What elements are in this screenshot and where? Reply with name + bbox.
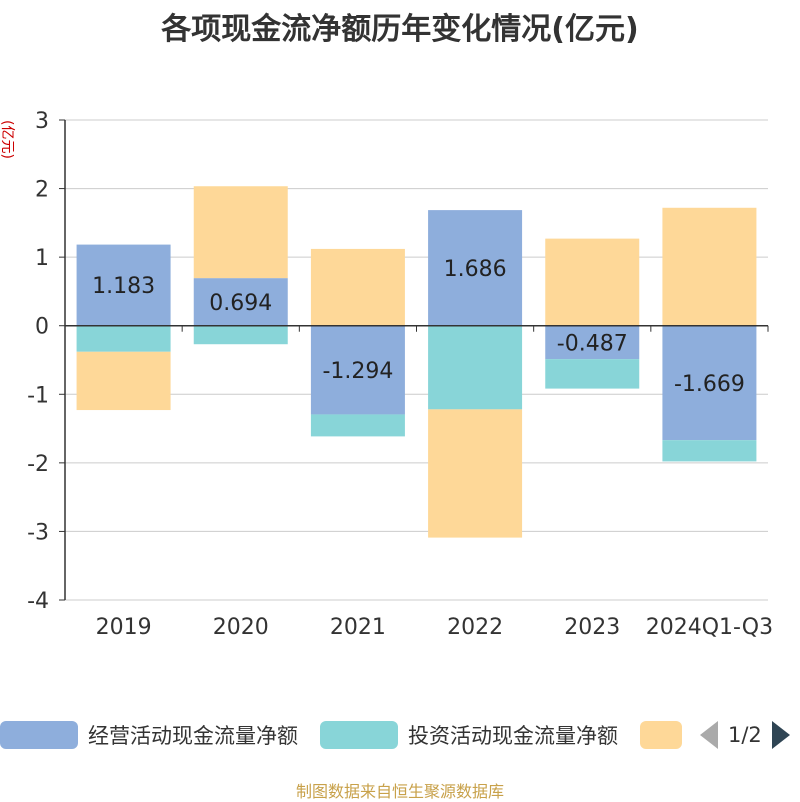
legend-swatch-third xyxy=(640,721,682,749)
x-tick-label: 2021 xyxy=(330,615,386,640)
bar-segment-series-2 xyxy=(193,186,288,279)
legend-prev-arrow-icon[interactable] xyxy=(700,721,718,749)
data-label: 1.686 xyxy=(444,257,507,282)
bar-segment-series-0 xyxy=(428,210,523,326)
legend-item-operating[interactable]: 经营活动现金流量净额 xyxy=(0,718,298,752)
legend: 经营活动现金流量净额 投资活动现金流量净额 1/2 xyxy=(0,718,800,752)
chart-title: 各项现金流净额历年变化情况(亿元) xyxy=(161,12,639,47)
legend-pager: 1/2 xyxy=(700,718,790,752)
legend-label-investing: 投资活动现金流量净额 xyxy=(408,724,618,748)
legend-item-investing[interactable]: 投资活动现金流量净额 xyxy=(320,718,618,752)
bar-segment-series-0 xyxy=(193,278,288,326)
bar-segment-series-0 xyxy=(310,325,405,415)
legend-next-arrow-icon[interactable] xyxy=(771,721,790,749)
data-label: -1.669 xyxy=(674,372,745,397)
data-source-note: 制图数据来自恒生聚源数据库 xyxy=(295,782,504,801)
legend-swatch-investing xyxy=(320,721,398,749)
data-label: 1.183 xyxy=(92,274,155,299)
bar-segment-series-1 xyxy=(193,325,288,345)
bar-segment-series-2 xyxy=(76,351,171,411)
legend-page-indicator: 1/2 xyxy=(728,723,762,747)
y-tick-label: 3 xyxy=(35,109,49,134)
bar-segment-series-2 xyxy=(662,207,757,326)
data-label: -0.487 xyxy=(557,331,628,356)
bar-segment-series-2 xyxy=(310,248,405,326)
bar-segment-series-2 xyxy=(428,409,523,538)
y-tick-label: 1 xyxy=(35,246,49,271)
y-tick-label: -3 xyxy=(27,520,49,545)
x-tick-label: 2019 xyxy=(96,615,152,640)
y-tick-label: -1 xyxy=(27,383,49,408)
legend-item-third[interactable] xyxy=(640,718,682,752)
legend-label-operating: 经营活动现金流量净额 xyxy=(88,724,298,748)
bar-segment-series-0 xyxy=(545,325,640,360)
bar-segment-series-0 xyxy=(662,325,757,441)
y-tick-label: -4 xyxy=(27,589,49,614)
data-label: 0.694 xyxy=(209,291,272,316)
data-label: -1.294 xyxy=(322,359,393,384)
bar-segment-series-0 xyxy=(76,244,171,326)
y-tick-label: 0 xyxy=(35,315,49,340)
y-axis-label: (亿元) xyxy=(0,120,15,159)
x-tick-label: 2023 xyxy=(564,615,620,640)
bar-chart: 3 2 1 0 -1 -2 -3 -4 (亿元) 1.183 0.694 -1.294 1.686 -0.… xyxy=(0,109,773,640)
bar-segment-series-1 xyxy=(545,359,640,389)
bar-segment-series-2 xyxy=(545,238,640,326)
x-tick-label: 2020 xyxy=(213,615,269,640)
x-tick-label: 2024Q1-Q3 xyxy=(646,615,773,640)
y-tick-label: -2 xyxy=(27,452,49,477)
legend-swatch-operating xyxy=(0,721,78,749)
bar-segment-series-1 xyxy=(428,325,523,410)
bar-segment-series-1 xyxy=(76,325,171,352)
x-tick-label: 2022 xyxy=(447,615,503,640)
bar-segment-series-1 xyxy=(310,414,405,437)
y-tick-label: 2 xyxy=(35,178,49,203)
bar-segment-series-1 xyxy=(662,440,757,462)
